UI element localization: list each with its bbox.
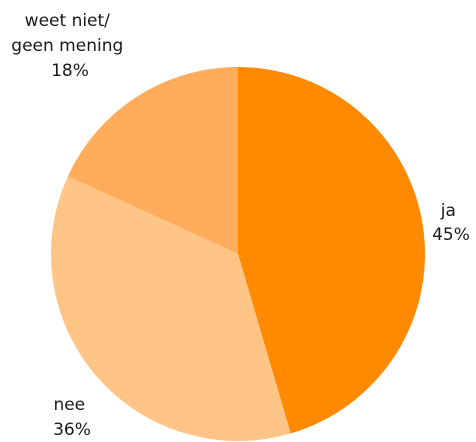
pie-slice-ja: [238, 67, 426, 434]
pie-labels: ja 45% nee 36% weet niet/ geen mening 18…: [11, 11, 470, 440]
slice-label-weet-niet-geen-mening: weet niet/ geen mening 18%: [11, 11, 128, 81]
pie-slice-weet-niet-geen-mening: [67, 67, 238, 254]
slice-label-ja: ja 45%: [432, 201, 470, 245]
pie-slices: [51, 67, 426, 442]
slice-label-nee: nee 36%: [53, 395, 91, 440]
pie-slice-nee: [51, 176, 291, 442]
